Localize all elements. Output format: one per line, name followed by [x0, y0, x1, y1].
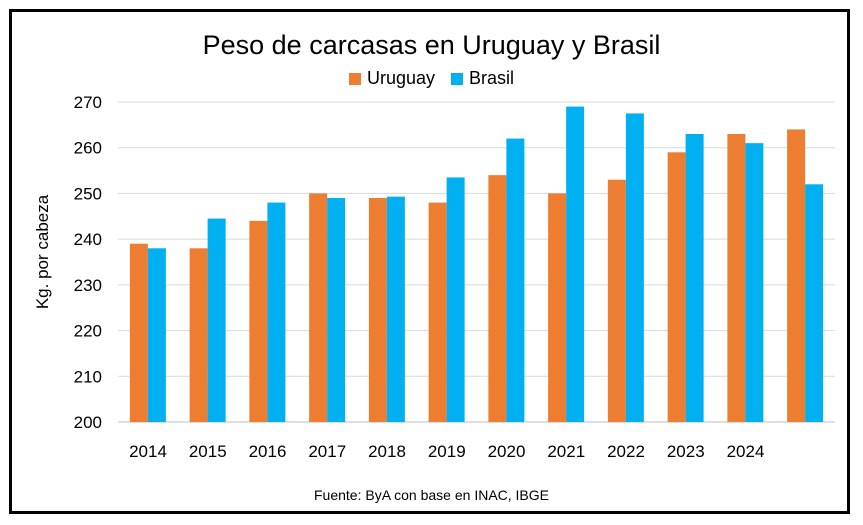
x-tick-label: 2023 [667, 442, 705, 461]
y-tick-label: 210 [74, 367, 102, 386]
bar-brasil [207, 218, 226, 422]
bar-brasil [805, 184, 824, 422]
y-tick-label: 200 [74, 413, 102, 432]
bar-brasil [327, 198, 346, 422]
y-tick-label: 240 [74, 230, 102, 249]
x-tick-label: 2015 [189, 442, 227, 461]
bar-brasil [745, 143, 764, 422]
y-tick-label: 270 [74, 93, 102, 112]
bar-uruguay [787, 129, 806, 422]
bar-brasil [386, 196, 405, 422]
y-tick-label: 250 [74, 184, 102, 203]
x-tick-label: 2020 [488, 442, 526, 461]
source-note: Fuente: ByA con base en INAC, IBGE [313, 487, 549, 503]
y-tick-label: 260 [74, 139, 102, 158]
bar-uruguay [368, 198, 387, 422]
bar-brasil [506, 138, 525, 423]
y-axis-label: Kg. por cabeza [33, 194, 52, 309]
bar-uruguay [488, 175, 507, 422]
bar-uruguay [667, 152, 686, 423]
x-tick-label: 2017 [308, 442, 346, 461]
bar-uruguay [129, 243, 148, 422]
y-tick-label: 230 [74, 276, 102, 295]
x-tick-label: 2021 [547, 442, 585, 461]
y-tick-label: 220 [74, 322, 102, 341]
legend-item-brasil: Brasil [451, 68, 514, 89]
bar-brasil [267, 202, 286, 422]
x-tick-label: 2019 [428, 442, 466, 461]
bar-uruguay [249, 220, 268, 422]
x-tick-label: 2014 [129, 442, 167, 461]
bar-brasil [625, 113, 644, 422]
x-tick-label: 2022 [607, 442, 645, 461]
chart-title: Peso de carcasas en Uruguay y Brasil [202, 30, 661, 60]
chart-legend: Uruguay Brasil [0, 68, 863, 89]
bar-uruguay [548, 193, 567, 422]
bar-uruguay [189, 248, 208, 422]
x-tick-label: 2024 [727, 442, 765, 461]
bar-brasil [446, 177, 465, 422]
bar-uruguay [607, 179, 626, 422]
x-tick-label: 2016 [249, 442, 287, 461]
legend-swatch-brasil [451, 72, 464, 85]
legend-label-brasil: Brasil [469, 68, 515, 88]
x-tick-label: 2018 [368, 442, 406, 461]
bar-brasil [685, 134, 704, 422]
chart-frame [9, 9, 850, 514]
legend-label-uruguay: Uruguay [366, 68, 436, 88]
legend-swatch-uruguay [348, 72, 361, 85]
bar-uruguay [309, 193, 328, 422]
bar-brasil [566, 106, 585, 423]
bar-brasil [147, 248, 166, 422]
bar-uruguay [428, 202, 447, 422]
bar-uruguay [727, 134, 746, 422]
legend-item-uruguay: Uruguay [348, 68, 436, 89]
